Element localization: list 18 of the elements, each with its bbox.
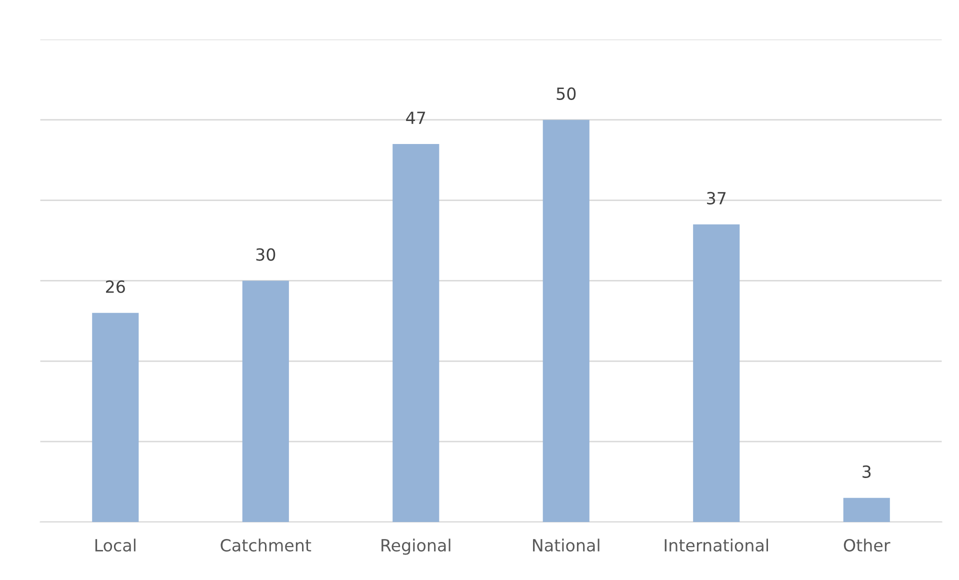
x-tick-label: Other [844, 538, 890, 552]
bar [542, 120, 590, 522]
data-label: 3 [862, 465, 871, 478]
bar [693, 224, 740, 522]
bar [242, 280, 289, 522]
bar [92, 312, 139, 522]
bar [843, 498, 890, 522]
data-label: 47 [406, 112, 426, 124]
x-tick-label: National [533, 538, 600, 552]
bar [392, 144, 440, 522]
data-label: 37 [707, 192, 726, 205]
x-tick-label: Catchment [220, 538, 312, 552]
x-tick-label: Local [95, 538, 136, 552]
x-tick-label: International [664, 538, 768, 552]
data-label: 30 [256, 248, 276, 261]
data-label: 50 [556, 87, 576, 100]
x-tick-label: Regional [382, 538, 450, 555]
data-label: 26 [106, 280, 125, 293]
